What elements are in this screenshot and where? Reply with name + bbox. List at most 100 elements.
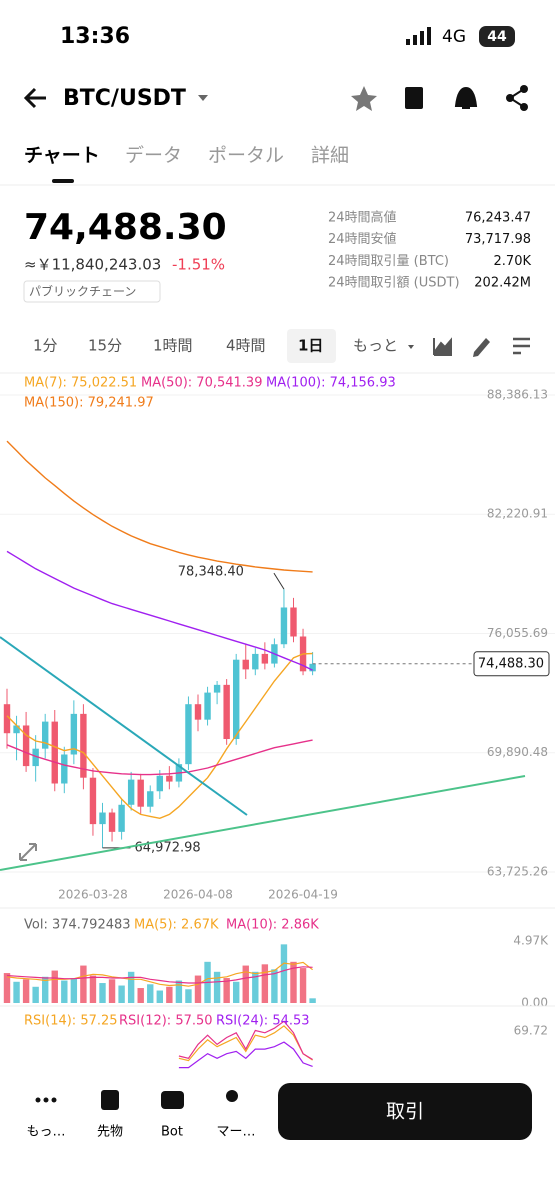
bot-icon[interactable]	[161, 1091, 184, 1109]
legend-entry: MA(50): 70,541.39	[141, 376, 262, 391]
volume-bar	[233, 981, 240, 1003]
candle-body	[51, 721, 58, 784]
futures-icon[interactable]	[101, 1090, 119, 1110]
draw-icon[interactable]	[473, 338, 490, 357]
volume-bar	[175, 980, 183, 1003]
nav-label[interactable]: もっ…	[26, 1125, 65, 1140]
nav-label[interactable]: Bot	[161, 1125, 183, 1140]
notes-icon[interactable]	[405, 87, 423, 109]
y-tick-label: 82,220.91	[487, 507, 548, 521]
last-price-box	[473, 651, 550, 677]
nav-label[interactable]: マー…	[216, 1125, 255, 1140]
x-tick-label: 2026-03-28	[58, 888, 128, 902]
indicator-line	[6, 966, 313, 984]
y-tick-label: 69.72	[514, 1024, 548, 1038]
legend-entry: MA(10): 2.86K	[226, 918, 319, 933]
volume-bar	[261, 964, 269, 1003]
trade-button-label[interactable]: 取引	[386, 1101, 424, 1123]
interval[interactable]: 1時間	[153, 337, 193, 355]
high-label: 78,348.40	[178, 565, 244, 580]
signal-icon	[406, 27, 431, 45]
interval[interactable]: もっと	[353, 337, 398, 355]
chart-type-icon[interactable]	[433, 337, 452, 356]
volume-bar	[127, 971, 135, 1003]
candle-body	[185, 704, 192, 765]
legend-entry: MA(100): 74,156.93	[266, 376, 396, 391]
stat-value: 76,243.47	[465, 211, 531, 226]
candle-body	[3, 704, 11, 734]
expand-icon[interactable]	[19, 843, 37, 861]
tag-box	[23, 280, 161, 303]
interval[interactable]: 4時間	[226, 337, 266, 355]
pair-dropdown[interactable]	[198, 95, 208, 101]
candle-body	[127, 779, 135, 805]
status-time: 13:36	[60, 24, 130, 49]
volume-bar	[156, 990, 163, 1003]
candle-body	[80, 713, 87, 778]
more-icon[interactable]	[35, 1097, 57, 1103]
volume-bar	[61, 980, 68, 1003]
indicator-line	[6, 550, 313, 671]
interval[interactable]: 1日	[298, 337, 323, 355]
candle-body	[137, 779, 144, 807]
share-icon[interactable]	[506, 85, 528, 111]
battery-level: 44	[487, 29, 507, 45]
candle-body	[99, 812, 106, 825]
legend-entry: MA(7): 75,022.51	[24, 376, 137, 391]
stat-value: 73,717.98	[465, 232, 531, 247]
candle-body	[252, 653, 259, 670]
trade-button[interactable]	[278, 1083, 532, 1140]
tab[interactable]: データ	[125, 145, 182, 167]
interval[interactable]: 1分	[33, 337, 58, 355]
fiat-price: ≈￥11,840,243.03	[24, 256, 161, 274]
stat-label: 24時間取引量 (BTC)	[328, 254, 449, 269]
low-label: 64,972.98	[135, 840, 201, 855]
candle-body	[118, 804, 125, 832]
candle-body	[309, 663, 316, 672]
pair-title[interactable]: BTC/USDT	[63, 86, 186, 111]
volume-bar	[213, 971, 221, 1003]
indicator-line	[6, 739, 313, 776]
candle-body	[42, 721, 49, 749]
legend-entry: RSI(12): 57.50	[119, 1014, 213, 1029]
candle-body	[70, 713, 78, 755]
alert-icon[interactable]	[454, 86, 478, 109]
legend-entry: MA(150): 79,241.97	[24, 396, 154, 411]
margin-icon[interactable]	[226, 1090, 238, 1102]
candle-body	[156, 775, 163, 792]
candle-body	[261, 653, 269, 664]
x-tick-label: 2026-04-08	[163, 888, 233, 902]
volume-bar	[137, 988, 144, 1003]
settings-icon[interactable]	[513, 337, 530, 355]
tab[interactable]: 詳細	[311, 145, 349, 167]
nav-label[interactable]: 先物	[97, 1125, 123, 1140]
volume-bar	[147, 984, 154, 1003]
interval[interactable]: 15分	[88, 337, 122, 355]
stat-label: 24時間取引額 (USDT)	[328, 276, 460, 291]
stat-value: 2.70K	[494, 254, 532, 269]
volume-bar	[299, 968, 307, 1003]
y-tick-label: 88,386.13	[487, 387, 548, 401]
volume-bar	[290, 961, 297, 1003]
tab-indicator	[52, 179, 74, 183]
volume-bar	[99, 983, 106, 1003]
x-tick-label: 2026-04-19	[268, 888, 338, 902]
favorite-icon[interactable]	[351, 86, 377, 111]
candle-body	[22, 725, 30, 767]
candle-body	[61, 754, 68, 784]
volume-bar	[80, 965, 87, 1003]
candle-body	[233, 659, 240, 740]
candle-body	[194, 704, 202, 720]
volume-legend: Vol: 374.792483	[24, 918, 131, 933]
tab[interactable]: ポータル	[208, 145, 284, 167]
y-tick-label: 4.97K	[513, 933, 549, 947]
candle-body	[166, 775, 173, 782]
volume-bar	[166, 986, 173, 1003]
volume-bar	[252, 971, 259, 1003]
tab[interactable]: チャート	[24, 145, 100, 167]
more-dropdown[interactable]	[408, 345, 414, 349]
y-tick-label: 76,055.69	[487, 626, 548, 640]
back-button[interactable]	[23, 87, 46, 109]
indicator-line	[178, 1041, 313, 1069]
